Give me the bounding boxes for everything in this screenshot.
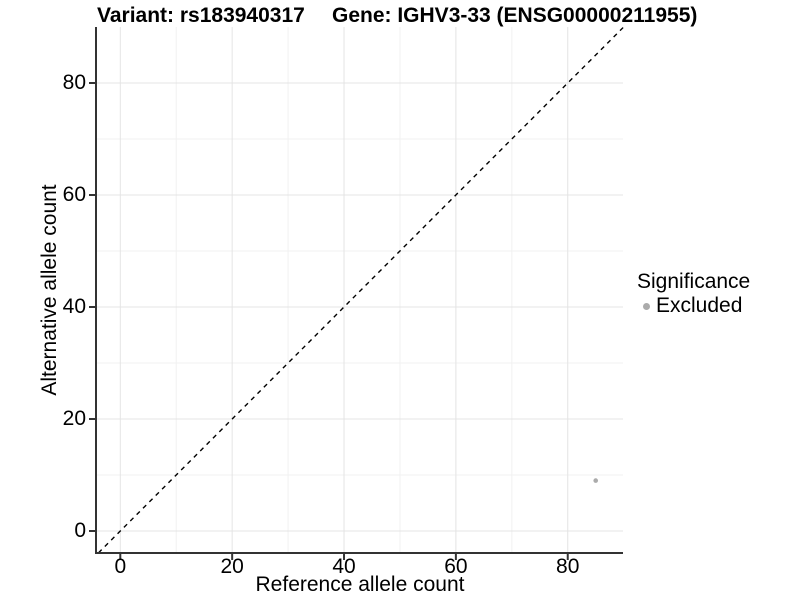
data-point (593, 478, 599, 483)
y-axis-title: Alternative allele count (38, 184, 61, 396)
y-tick-label: 80 (62, 71, 86, 94)
excluded-marker-icon (643, 302, 650, 310)
y-tick-label: 0 (74, 519, 86, 542)
variant-title: Variant: rs183940317 (97, 4, 305, 27)
legend-item-excluded: Excluded (637, 295, 750, 317)
x-tick-label: 0 (114, 555, 127, 578)
identity-line (97, 27, 624, 554)
legend-title: Significance (637, 270, 751, 293)
legend-item-label: Excluded (656, 294, 743, 317)
gene-title: Gene: IGHV3-33 (ENSG00000211955) (332, 4, 698, 27)
x-tick-label: 80 (556, 555, 580, 578)
legend: Significance Excluded (637, 271, 750, 317)
x-axis-title: Reference allele count (255, 573, 465, 596)
